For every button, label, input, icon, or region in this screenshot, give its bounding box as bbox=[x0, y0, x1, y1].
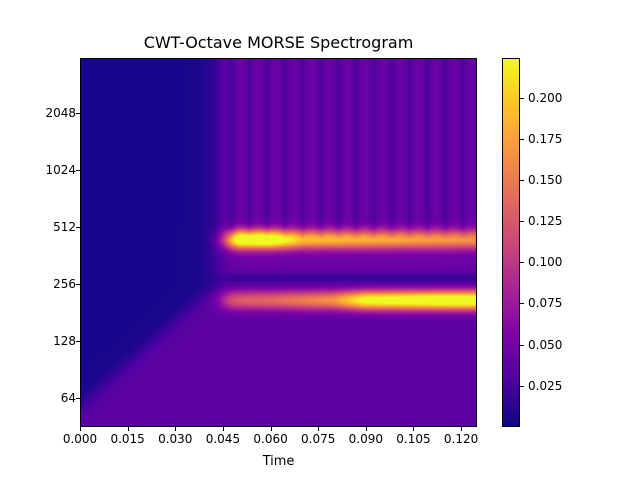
x-tick-label: 0.120 bbox=[443, 432, 479, 446]
y-tick-mark bbox=[76, 227, 80, 229]
colorbar-tick-mark bbox=[520, 344, 524, 346]
y-tick-mark bbox=[76, 398, 80, 400]
x-tick-label: 0.075 bbox=[301, 432, 336, 446]
colorbar-tick-mark bbox=[520, 262, 524, 264]
colorbar-tick-label: 0.100 bbox=[528, 255, 563, 270]
x-tick-label: 0.015 bbox=[110, 432, 145, 446]
colorbar-tick-mark bbox=[520, 385, 524, 387]
x-tick-mark bbox=[413, 427, 415, 431]
x-tick-label: 0.000 bbox=[62, 432, 98, 446]
colorbar-tick-label: 0.200 bbox=[528, 90, 563, 105]
x-axis-label: Time bbox=[262, 454, 295, 469]
colorbar-tick-label: 0.050 bbox=[528, 337, 563, 352]
y-tick-label: 1024 bbox=[45, 163, 76, 178]
x-tick-mark bbox=[270, 427, 272, 431]
y-tick-label: 64 bbox=[60, 391, 76, 406]
y-tick-mark bbox=[76, 170, 80, 172]
colorbar-tick-label: 0.075 bbox=[528, 296, 563, 311]
x-tick-label: 0.090 bbox=[348, 432, 384, 446]
colorbar-tick-mark bbox=[520, 97, 524, 99]
colorbar-tick-label: 0.125 bbox=[528, 214, 563, 229]
y-tick-mark bbox=[76, 284, 80, 286]
y-tick-label: 512 bbox=[53, 220, 76, 235]
y-tick-label: 128 bbox=[53, 334, 76, 349]
y-tick-label: 2048 bbox=[45, 106, 76, 121]
y-tick-mark bbox=[76, 341, 80, 343]
x-tick-label: 0.105 bbox=[396, 432, 431, 446]
colorbar-tick-label: 0.175 bbox=[528, 131, 563, 146]
x-tick-mark bbox=[365, 427, 367, 431]
colorbar-tick-label: 0.025 bbox=[528, 378, 563, 393]
chart-title: CWT-Octave MORSE Spectrogram bbox=[143, 33, 414, 52]
x-tick-label: 0.030 bbox=[158, 432, 193, 446]
spectrogram-heatmap bbox=[80, 58, 477, 427]
x-tick-mark bbox=[461, 427, 463, 431]
colorbar-tick-mark bbox=[520, 138, 524, 140]
x-tick-mark bbox=[127, 427, 129, 431]
x-tick-mark bbox=[222, 427, 224, 431]
y-tick-mark bbox=[76, 113, 80, 115]
x-tick-mark bbox=[175, 427, 177, 431]
x-tick-label: 0.060 bbox=[253, 432, 288, 446]
colorbar-tick-mark bbox=[520, 221, 524, 223]
x-tick-mark bbox=[80, 427, 81, 431]
colorbar-tick-label: 0.150 bbox=[528, 172, 563, 187]
colorbar-tick-mark bbox=[520, 303, 524, 305]
x-tick-mark bbox=[318, 427, 320, 431]
colorbar bbox=[502, 58, 520, 427]
x-tick-label: 0.045 bbox=[205, 432, 241, 446]
colorbar-tick-mark bbox=[520, 179, 524, 181]
y-tick-label: 256 bbox=[53, 277, 76, 292]
